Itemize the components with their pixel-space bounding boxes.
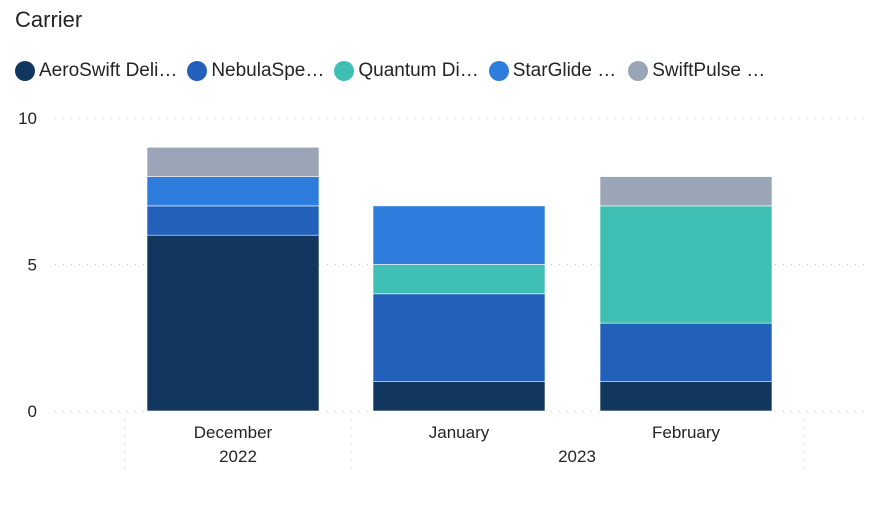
legend-marker <box>488 61 509 81</box>
bar-segment[interactable] <box>372 205 546 265</box>
legend-marker <box>187 61 208 81</box>
legend-item[interactable]: StarGlide … <box>488 60 616 82</box>
legend-item[interactable]: SwiftPulse … <box>628 60 765 82</box>
x-tick-label: December <box>194 423 273 442</box>
y-tick-label: 0 <box>28 402 37 421</box>
bar-segment[interactable] <box>146 205 320 236</box>
legend-title: Carrier <box>15 7 83 32</box>
bar-segment[interactable] <box>599 381 773 412</box>
bar-segment[interactable] <box>599 176 773 207</box>
bar-segment[interactable] <box>146 234 320 412</box>
x-tick-label: February <box>652 423 721 442</box>
bar-segment[interactable] <box>146 176 320 207</box>
legend-item[interactable]: NebulaSpe… <box>187 60 324 82</box>
y-tick-label: 5 <box>28 256 37 275</box>
y-tick-label: 10 <box>18 109 37 128</box>
x-tick-label: January <box>429 423 490 442</box>
legend: AeroSwift Deli… NebulaSpe… Quantum Di… Star… <box>15 60 765 82</box>
bar-segment[interactable] <box>599 322 773 383</box>
legend-marker <box>15 61 35 81</box>
legend-item[interactable]: AeroSwift Deli… <box>15 60 177 82</box>
bar-segment[interactable] <box>372 381 546 412</box>
x-group-label: 2022 <box>219 447 257 466</box>
bar-segment[interactable] <box>372 293 546 382</box>
legend-marker <box>334 61 355 81</box>
bar-segment[interactable] <box>372 264 546 295</box>
x-group-label: 2023 <box>558 447 596 466</box>
legend-item[interactable]: Quantum Di… <box>334 60 479 82</box>
bar-segment[interactable] <box>599 205 773 324</box>
bar-segment[interactable] <box>146 147 320 177</box>
legend-marker <box>628 61 649 81</box>
